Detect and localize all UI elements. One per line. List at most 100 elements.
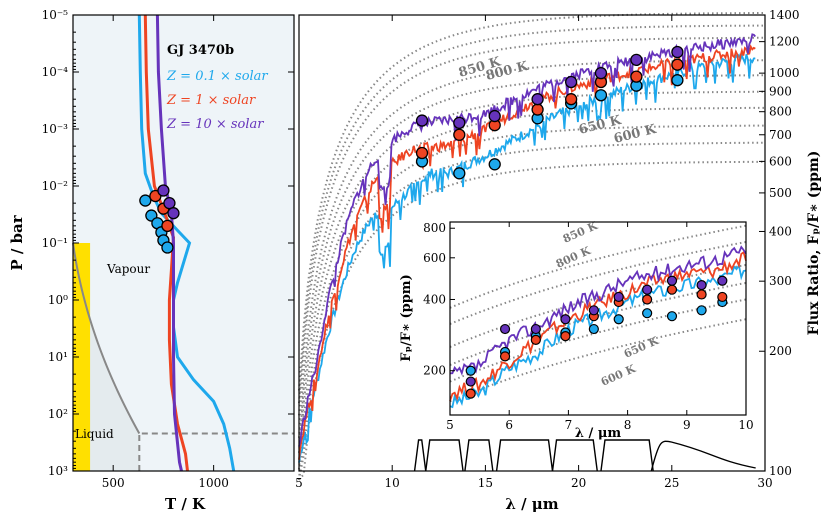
right-plot-frame <box>298 14 766 472</box>
left-y-tick-label: 10¹ <box>48 350 68 364</box>
inset-marker-2-9 <box>717 275 728 286</box>
legend-title: GJ 3470b <box>167 43 234 58</box>
inset-marker-2-3 <box>560 314 571 325</box>
inset-x-tick-label: 6 <box>505 418 513 432</box>
right-x-tick-label: 5 <box>295 476 303 490</box>
spectrum-marker-2-2 <box>488 109 501 123</box>
spectrum-marker-1-0 <box>415 146 429 160</box>
left-y-tick-label: 10⁰ <box>48 293 68 307</box>
right-y-tick-label: 600 <box>769 154 792 168</box>
inset-marker-2-6 <box>642 284 653 295</box>
spectrum-marker-2-3 <box>531 93 544 106</box>
filter-band-4 <box>551 439 598 472</box>
blackbody-curve-9 <box>298 160 765 481</box>
blackbody-curve-6 <box>298 106 766 480</box>
spectrum-marker-2-1 <box>453 116 466 129</box>
legend-entry-z10: Z = 10 × solar <box>166 117 264 132</box>
liquid-label: Liquid <box>75 427 114 441</box>
inset-blackbody-curve-5 <box>449 318 747 403</box>
inset-blackbody-curve-3 <box>449 281 747 366</box>
inset-marker-2-2 <box>530 323 541 335</box>
pt-profile-line-1 <box>143 14 189 472</box>
right-x-tick-label: 25 <box>664 476 679 490</box>
left-y-tick-label: 10⁻⁵ <box>42 8 69 22</box>
inset-marker-0-5 <box>613 314 624 325</box>
spectrum-marker-0-7 <box>671 74 684 87</box>
inset-marker-0-6 <box>642 308 653 319</box>
inset-marker-0-8 <box>696 305 707 316</box>
spectrum-marker-0-1 <box>453 167 466 180</box>
left-x-axis-label: T / K <box>165 495 206 513</box>
spectrum-marker-1-3 <box>531 103 544 116</box>
inset-marker-0-7 <box>666 311 678 322</box>
inset-marker-1-0 <box>465 388 476 399</box>
right-y-tick-label: 700 <box>769 128 792 142</box>
inset-marker-2-5 <box>613 291 624 303</box>
legend-entry-z01: Z = 0.1 × solar <box>166 69 268 84</box>
blackbody-curve-8 <box>298 141 766 481</box>
pt-marker-2-2 <box>167 207 180 220</box>
inset-y-tick-label: 800 <box>423 221 446 235</box>
right-x-tick-label: 20 <box>571 476 586 490</box>
left-y-tick-label: 10⁻² <box>42 179 69 193</box>
inset-marker-2-4 <box>588 305 599 316</box>
left-y-tick-label: 10³ <box>48 464 68 478</box>
pt-marker-2-1 <box>163 197 176 210</box>
pt-profile-line-2 <box>155 14 183 472</box>
filter-band-0 <box>413 439 427 472</box>
right-y-tick-label: 1200 <box>769 35 800 49</box>
spectrum-marker-1-6 <box>630 70 643 83</box>
dashed-phase-boundary <box>138 432 294 471</box>
right-y-tick-label: 800 <box>769 105 792 119</box>
spectrum-marker-2-4 <box>564 75 578 89</box>
right-x-tick-label: 15 <box>478 476 493 490</box>
spectrum-marker-2-0 <box>415 114 429 127</box>
inset-marker-1-6 <box>642 294 653 305</box>
filter-band-1 <box>425 439 464 472</box>
inset-marker-0-0 <box>465 365 476 376</box>
inset-blackbody-curve-2 <box>449 263 747 348</box>
right-x-axis-label: λ / μm <box>505 495 558 513</box>
inset-marker-1-7 <box>666 284 678 295</box>
spectrum-marker-0-5 <box>594 89 608 102</box>
left-y-tick-label: 10⁻⁴ <box>42 65 69 79</box>
inset-marker-0-4 <box>588 323 599 335</box>
left-y-axis-label: P / bar <box>8 214 26 270</box>
left-x-tick-label: 1000 <box>198 476 229 490</box>
inset-y-tick-label: 200 <box>423 364 446 378</box>
inset-x-tick-label: 7 <box>565 418 573 432</box>
spectrum-marker-1-4 <box>564 93 578 106</box>
inset-blackbody-curve-1 <box>449 241 747 325</box>
inset-x-axis-label: λ / μm <box>575 426 621 441</box>
right-x-tick-label: 30 <box>757 476 772 490</box>
inset-marker-1-8 <box>696 289 707 300</box>
spectrum-marker-0-2 <box>488 158 501 171</box>
inset-marker-2-7 <box>666 275 678 286</box>
right-y-tick-label: 400 <box>769 224 792 238</box>
pt-marker-1-2 <box>161 219 174 232</box>
inset-y-tick-label: 600 <box>423 251 446 265</box>
inset-x-tick-label: 10 <box>738 418 753 432</box>
spectrum-marker-1-1 <box>453 128 466 141</box>
spectrum-marker-2-7 <box>671 45 684 59</box>
right-y-tick-label: 300 <box>769 274 792 288</box>
right-y-tick-label: 500 <box>769 186 792 200</box>
spectrum-marker-2-5 <box>594 66 608 80</box>
pt-marker-0-0 <box>139 194 152 207</box>
spectrum-marker-1-7 <box>671 58 684 71</box>
right-y-axis-label: Flux Ratio, Fₚ/F∗ (ppm) <box>806 151 822 336</box>
inset-x-tick-label: 9 <box>683 418 691 432</box>
pt-marker-0-5 <box>161 241 174 254</box>
left-x-tick-label: 500 <box>102 476 125 490</box>
inset-marker-2-8 <box>696 280 707 291</box>
inset-marker-2-1 <box>499 323 511 335</box>
vapour-label: Vapour <box>106 262 150 276</box>
inset-x-tick-label: 8 <box>624 418 632 432</box>
inset-blackbody-curve-0 <box>449 224 747 309</box>
left-y-tick-label: 10⁻³ <box>42 122 69 136</box>
left-y-tick-label: 10⁻¹ <box>42 236 68 250</box>
right-y-tick-label: 1400 <box>769 8 800 22</box>
spectrum-marker-2-6 <box>630 53 643 66</box>
spectrum-line-1 <box>298 44 756 460</box>
